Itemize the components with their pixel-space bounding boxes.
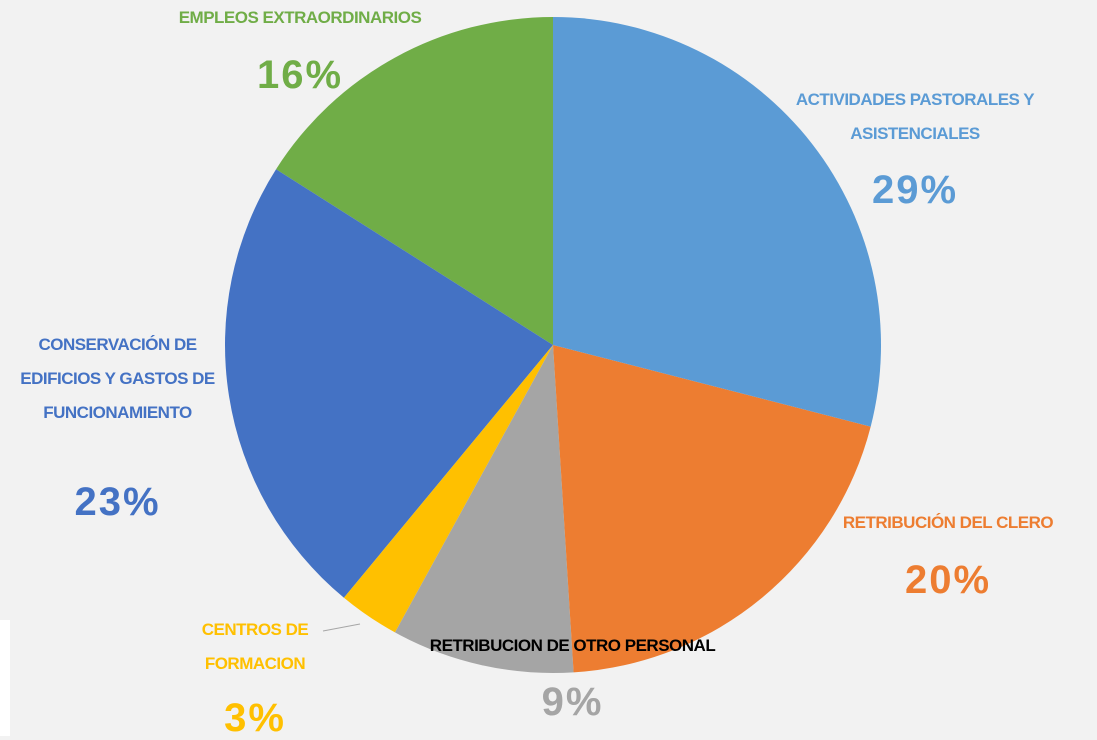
pie-slice (224, 169, 553, 598)
value-label: 3% (224, 696, 286, 740)
value-label: 16% (256, 53, 344, 97)
pie-slice (343, 345, 553, 633)
pie-slice (553, 345, 871, 673)
category-label: RETRIBUCION DE OTRO PERSONAL (429, 636, 716, 655)
pie-slice (553, 17, 881, 427)
category-label: EMPLEOS EXTRAORDINARIOS (178, 8, 422, 27)
value-label: 9% (541, 680, 604, 724)
leader-line (322, 623, 361, 632)
pie-slice (276, 17, 553, 345)
category-label: ACTIVIDADES PASTORALES Y ASISTENCIALES (795, 90, 1035, 143)
background-patch (0, 620, 10, 736)
category-label: CONSERVACIÓN DE EDIFICIOS Y GASTOS DE FU… (20, 335, 215, 422)
pie-slice (394, 345, 574, 673)
value-label: 20% (904, 558, 992, 602)
category-label: CENTROS DE FORMACION (201, 620, 309, 673)
value-label: 29% (871, 168, 959, 212)
value-label: 23% (74, 480, 161, 524)
category-label: RETRIBUCIÓN DEL CLERO (842, 513, 1054, 532)
